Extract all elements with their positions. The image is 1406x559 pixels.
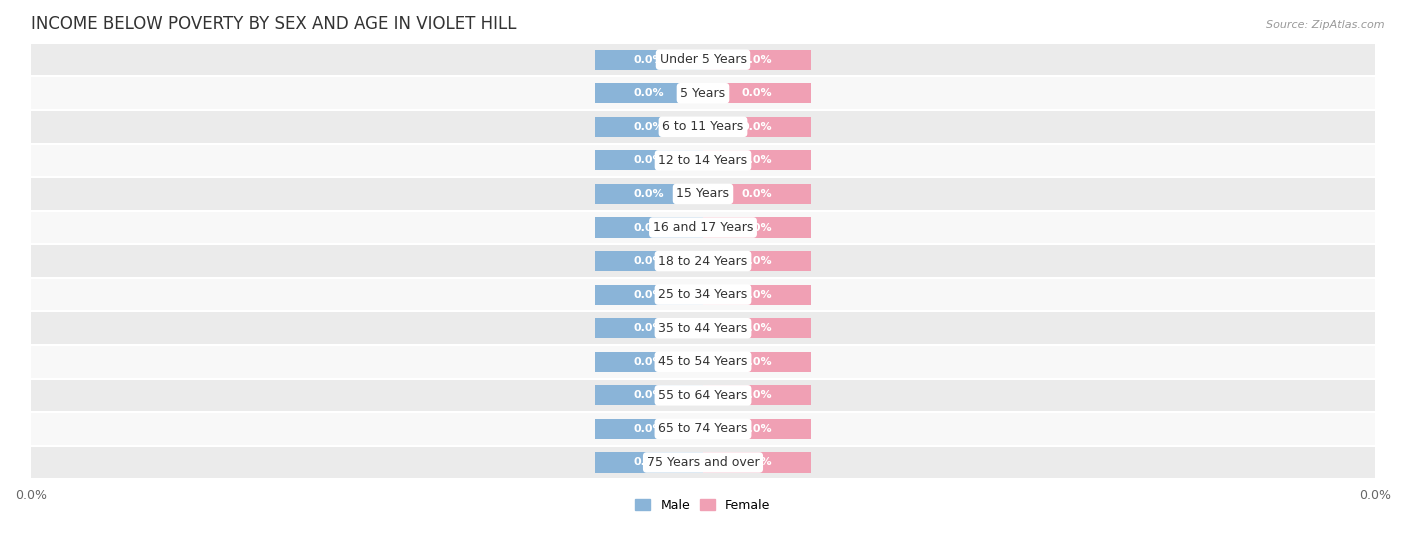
Text: 0.0%: 0.0% [741, 88, 772, 98]
Text: 0.0%: 0.0% [741, 390, 772, 400]
Bar [596, 318, 703, 338]
Bar [596, 352, 703, 372]
Bar [31, 412, 1375, 446]
Text: 0.0%: 0.0% [741, 323, 772, 333]
Bar [31, 144, 1375, 177]
Text: 45 to 54 Years: 45 to 54 Years [658, 356, 748, 368]
Bar [596, 251, 703, 271]
Text: 65 to 74 Years: 65 to 74 Years [658, 423, 748, 435]
Text: INCOME BELOW POVERTY BY SEX AND AGE IN VIOLET HILL: INCOME BELOW POVERTY BY SEX AND AGE IN V… [31, 15, 516, 33]
Text: 0.0%: 0.0% [634, 122, 665, 132]
Text: 0.0%: 0.0% [741, 189, 772, 199]
Text: 0.0%: 0.0% [634, 55, 665, 65]
Text: 0.0%: 0.0% [634, 290, 665, 300]
Text: 0.0%: 0.0% [634, 189, 665, 199]
Bar [703, 352, 810, 372]
Text: 0.0%: 0.0% [741, 222, 772, 233]
Text: 0.0%: 0.0% [634, 256, 665, 266]
Text: 0.0%: 0.0% [741, 357, 772, 367]
Bar [596, 385, 703, 405]
Bar [596, 150, 703, 170]
Bar [31, 110, 1375, 144]
Bar [596, 285, 703, 305]
Text: 0.0%: 0.0% [634, 457, 665, 467]
Bar [596, 184, 703, 204]
Bar [703, 184, 810, 204]
Bar [31, 278, 1375, 311]
Text: 5 Years: 5 Years [681, 87, 725, 100]
Legend: Male, Female: Male, Female [630, 494, 776, 517]
Text: 12 to 14 Years: 12 to 14 Years [658, 154, 748, 167]
Text: 16 and 17 Years: 16 and 17 Years [652, 221, 754, 234]
Bar [703, 452, 810, 472]
Bar [596, 217, 703, 238]
Text: 0.0%: 0.0% [741, 55, 772, 65]
Bar [31, 211, 1375, 244]
Bar [31, 244, 1375, 278]
Bar [596, 117, 703, 137]
Text: 25 to 34 Years: 25 to 34 Years [658, 288, 748, 301]
Bar [31, 345, 1375, 378]
Bar [703, 50, 810, 70]
Text: 55 to 64 Years: 55 to 64 Years [658, 389, 748, 402]
Bar [31, 177, 1375, 211]
Text: 75 Years and over: 75 Years and over [647, 456, 759, 469]
Text: Source: ZipAtlas.com: Source: ZipAtlas.com [1267, 20, 1385, 30]
Text: 0.0%: 0.0% [634, 323, 665, 333]
Bar [596, 83, 703, 103]
Bar [596, 419, 703, 439]
Bar [31, 43, 1375, 77]
Text: 0.0%: 0.0% [634, 390, 665, 400]
Bar [596, 452, 703, 472]
Text: Under 5 Years: Under 5 Years [659, 53, 747, 66]
Text: 0.0%: 0.0% [634, 88, 665, 98]
Bar [703, 285, 810, 305]
Bar [31, 77, 1375, 110]
Bar [703, 318, 810, 338]
Text: 0.0%: 0.0% [741, 290, 772, 300]
Text: 18 to 24 Years: 18 to 24 Years [658, 254, 748, 268]
Bar [31, 446, 1375, 479]
Text: 0.0%: 0.0% [634, 424, 665, 434]
Text: 0.0%: 0.0% [741, 457, 772, 467]
Bar [703, 251, 810, 271]
Bar [703, 117, 810, 137]
Bar [31, 311, 1375, 345]
Text: 0.0%: 0.0% [741, 122, 772, 132]
Bar [703, 385, 810, 405]
Bar [703, 419, 810, 439]
Bar [703, 217, 810, 238]
Text: 0.0%: 0.0% [741, 424, 772, 434]
Bar [31, 378, 1375, 412]
Text: 0.0%: 0.0% [741, 155, 772, 165]
Text: 0.0%: 0.0% [634, 357, 665, 367]
Text: 35 to 44 Years: 35 to 44 Years [658, 322, 748, 335]
Text: 0.0%: 0.0% [634, 155, 665, 165]
Text: 0.0%: 0.0% [634, 222, 665, 233]
Text: 0.0%: 0.0% [741, 256, 772, 266]
Bar [703, 150, 810, 170]
Bar [703, 83, 810, 103]
Text: 15 Years: 15 Years [676, 187, 730, 201]
Text: 6 to 11 Years: 6 to 11 Years [662, 120, 744, 133]
Bar [596, 50, 703, 70]
